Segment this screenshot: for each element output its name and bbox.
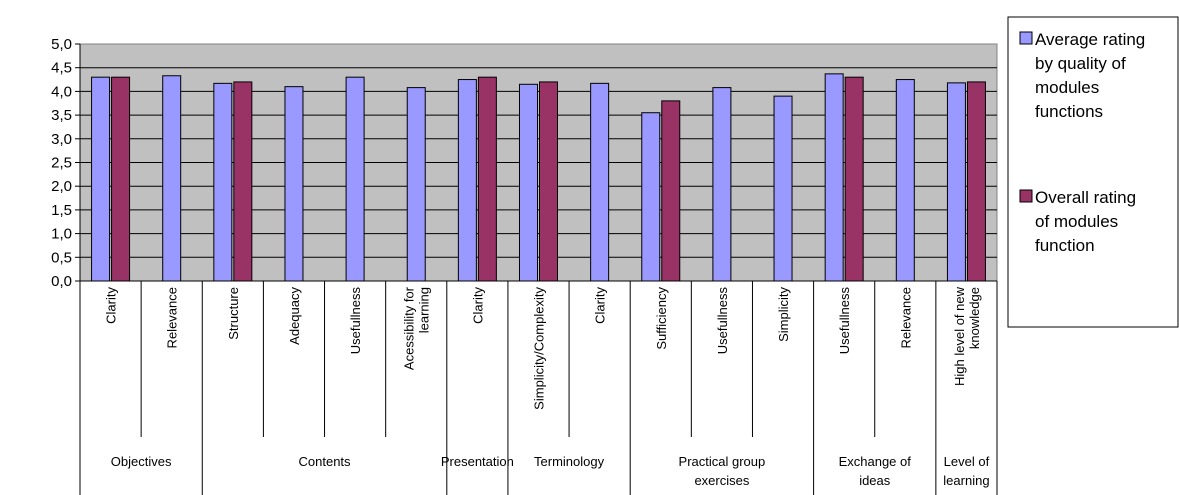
bar — [477, 76, 497, 282]
group-label: Practical group exercises — [679, 454, 766, 488]
group-label: Contents — [299, 454, 352, 469]
y-tick-label: 2,0 — [51, 178, 72, 195]
bar — [284, 86, 304, 282]
category-label: Usefullness — [715, 287, 730, 355]
bar — [345, 76, 365, 282]
category-label: Clarity — [593, 287, 608, 324]
category-label: Clarity — [470, 287, 485, 324]
group-label: Presentation — [441, 454, 514, 469]
gridlines — [80, 67, 997, 258]
category-label: Sufficiency — [654, 287, 669, 350]
legend-label: Overall rating of modules function — [1035, 188, 1141, 255]
y-tick-label: 2,5 — [51, 155, 72, 172]
group-label: Exchange of ideas — [839, 454, 912, 488]
legend: Average rating by quality of modules fun… — [1007, 16, 1179, 328]
category-label: Clarity — [104, 287, 119, 324]
bar — [233, 81, 253, 282]
y-tick-label: 1,5 — [51, 202, 72, 219]
bar — [895, 79, 915, 282]
y-tick-label: 0,0 — [51, 273, 72, 290]
bar — [966, 81, 986, 282]
bar — [162, 75, 182, 282]
bars — [91, 73, 986, 282]
bar — [457, 79, 477, 282]
group-label: Terminology — [534, 454, 605, 469]
category-label: Structure — [226, 287, 241, 340]
bar — [519, 83, 538, 282]
y-tick-label: 5,0 — [51, 36, 72, 53]
bar — [213, 82, 233, 282]
y-tick-label: 4,5 — [51, 60, 72, 77]
group-label: Objectives — [111, 454, 172, 469]
bar — [946, 82, 966, 282]
legend-swatch — [1019, 189, 1033, 203]
x-axis: Clarity Relevance Structure Adequacy Usefull… — [79, 280, 998, 495]
bar — [91, 76, 111, 282]
legend-label: Average rating by quality of modules fun… — [1035, 30, 1150, 121]
bar — [844, 76, 864, 282]
bar — [641, 112, 661, 282]
bar — [773, 95, 793, 282]
bar — [406, 87, 426, 282]
y-axis: 0,0 0,5 1,0 1,5 2,0 2,5 3,0 3,5 4,0 4,5 5,0 — [51, 36, 81, 290]
bar — [590, 82, 610, 282]
legend-box — [1007, 16, 1179, 328]
category-label: Relevance — [898, 287, 913, 348]
bar — [824, 73, 844, 282]
category-label: Relevance — [165, 287, 180, 348]
y-tick-label: 3,0 — [51, 131, 72, 148]
bar — [661, 100, 681, 282]
bar — [111, 76, 131, 282]
y-tick-label: 0,5 — [51, 249, 72, 266]
category-label: High level of newknowledge — [952, 286, 982, 386]
legend-swatch — [1019, 31, 1033, 45]
category-label: Adequacy — [287, 287, 302, 345]
bar — [712, 87, 732, 282]
y-tick-label: 3,5 — [51, 107, 72, 124]
category-label: Simplicity/Complexity — [532, 287, 547, 410]
category-label: Usefullness — [837, 287, 852, 355]
category-label: Simplicity — [776, 287, 791, 342]
bar — [539, 81, 558, 282]
category-label: Acessibility forlearning — [402, 286, 432, 370]
category-label: Usefullness — [348, 287, 363, 355]
y-tick-label: 1,0 — [51, 226, 72, 243]
y-tick-label: 4,0 — [51, 83, 72, 100]
group-label: Level of learning — [943, 454, 989, 488]
